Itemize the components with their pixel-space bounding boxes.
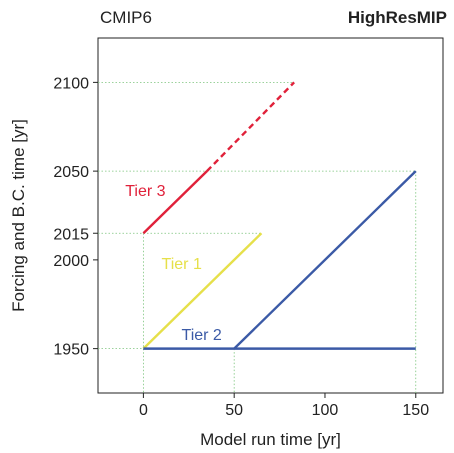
header-left-label: CMIP6: [100, 8, 152, 27]
x-tick-label-50: 50: [225, 402, 243, 419]
y-tick-label-2100: 2100: [53, 75, 89, 92]
tier-label-2: Tier 2: [182, 327, 222, 344]
plot-frame: [97, 37, 444, 394]
x-axis-title: Model run time [yr]: [200, 430, 341, 449]
y-tick-label-2000: 2000: [53, 253, 89, 270]
y-tick-label-2050: 2050: [53, 164, 89, 181]
y-tick-label-2015: 2015: [53, 226, 89, 243]
x-tick-label-100: 100: [312, 402, 339, 419]
x-tick-label-150: 150: [402, 402, 429, 419]
series-line-2: [233, 170, 417, 350]
tier-label-3: Tier 3: [125, 183, 165, 200]
series-line-3: [142, 170, 208, 235]
header-right-label: HighResMIP: [347, 8, 447, 27]
y-tick-label-1950: 1950: [53, 342, 89, 359]
series-line-0: [142, 232, 263, 350]
series-line-4: [206, 81, 295, 172]
tier-label-1: Tier 1: [162, 256, 202, 273]
x-tick-label-0: 0: [139, 402, 148, 419]
y-axis-title: Forcing and B.C. time [yr]: [9, 119, 28, 312]
